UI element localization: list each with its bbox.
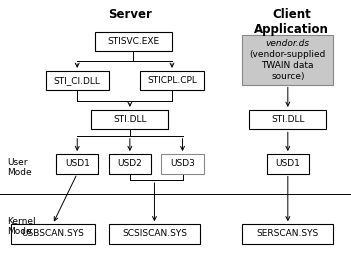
- Text: USD1: USD1: [65, 159, 90, 168]
- Text: STICPL.CPL: STICPL.CPL: [147, 76, 197, 85]
- Text: vendor.ds: vendor.ds: [266, 39, 310, 48]
- Text: STISVC.EXE: STISVC.EXE: [107, 37, 159, 46]
- FancyBboxPatch shape: [109, 154, 151, 174]
- Text: Server: Server: [108, 8, 152, 21]
- Text: USD2: USD2: [118, 159, 142, 168]
- FancyBboxPatch shape: [91, 110, 168, 129]
- FancyBboxPatch shape: [249, 110, 326, 129]
- Text: STI.DLL: STI.DLL: [113, 115, 147, 124]
- FancyBboxPatch shape: [267, 154, 309, 174]
- Text: (vendor-supplied: (vendor-supplied: [250, 50, 326, 59]
- Text: SCSISCAN.SYS: SCSISCAN.SYS: [122, 230, 187, 238]
- FancyBboxPatch shape: [242, 35, 333, 84]
- FancyBboxPatch shape: [161, 154, 204, 174]
- FancyBboxPatch shape: [46, 71, 109, 90]
- Text: SERSCAN.SYS: SERSCAN.SYS: [257, 230, 319, 238]
- Text: source): source): [271, 72, 305, 81]
- Text: Client
Application: Client Application: [254, 8, 329, 36]
- FancyBboxPatch shape: [242, 224, 333, 244]
- FancyBboxPatch shape: [95, 32, 172, 51]
- FancyBboxPatch shape: [109, 224, 200, 244]
- FancyBboxPatch shape: [140, 71, 204, 90]
- Text: USD1: USD1: [276, 159, 300, 168]
- Text: Kernel
Mode: Kernel Mode: [7, 217, 36, 236]
- Text: User
Mode: User Mode: [7, 158, 32, 177]
- Text: TWAIN data: TWAIN data: [261, 61, 314, 70]
- Text: USD3: USD3: [170, 159, 195, 168]
- Text: STI_CI.DLL: STI_CI.DLL: [54, 76, 101, 85]
- FancyBboxPatch shape: [11, 224, 95, 244]
- Text: STI.DLL: STI.DLL: [271, 115, 305, 124]
- FancyBboxPatch shape: [56, 154, 98, 174]
- Text: USBSCAN.SYS: USBSCAN.SYS: [21, 230, 84, 238]
